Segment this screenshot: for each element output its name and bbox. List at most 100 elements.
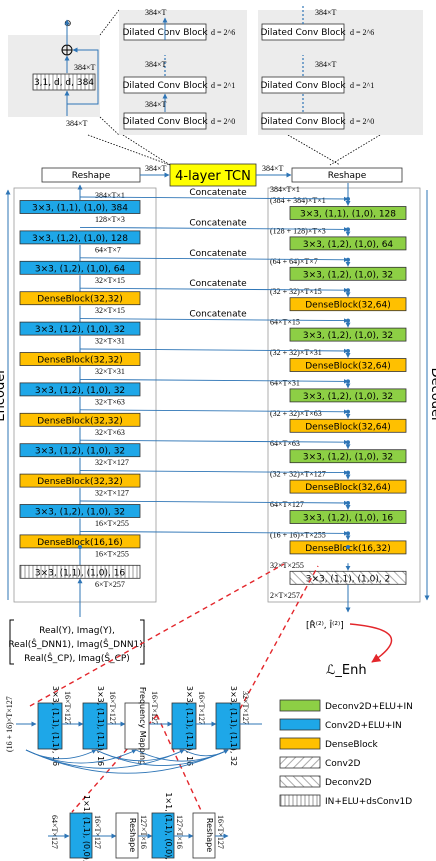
merge-dot [346, 409, 350, 414]
decoder-block [289, 510, 407, 524]
reshape-right-label: Reshape [328, 171, 367, 181]
decoder-block [289, 236, 407, 251]
tcn-dim-out: 384×T [262, 164, 284, 173]
freq-dim: 127×T×16 [139, 815, 148, 849]
encoder-block [19, 504, 141, 518]
dense-dim: 32×T×127 [241, 691, 250, 725]
decoder-dim: 32×T×255 [270, 561, 304, 570]
decoder-block [289, 418, 407, 433]
encoder-dim: 32×T×15 [95, 306, 125, 315]
decoder-block-label: 3×3, (1,2), (1,0), 32 [303, 270, 393, 280]
input-line-2: Real(Ŝ_DNN1), Imag(Ŝ_DNN1), [8, 638, 145, 650]
decoder-block-label: 3×3, (1,2), (1,0), 16 [303, 514, 394, 524]
concat-label: Concatenate [189, 188, 247, 198]
decoder-block-label: 3×3, (1,2), (1,0), 32 [303, 392, 393, 402]
input-features: Real(Y), Imag(Y), Real(Ŝ_DNN1), Imag(Ŝ_D… [8, 619, 146, 665]
encoder-block [19, 473, 141, 488]
decoder-block-label: DenseBlock(32,64) [305, 362, 391, 372]
dense-dim: 16×T×127 [63, 691, 72, 725]
decoder-block-label: DenseBlock(32,64) [305, 422, 391, 432]
encoder-block-label: 3×3, (1,2), (1,0), 128 [32, 234, 128, 244]
input-line-1: Real(Y), Imag(Y), [39, 626, 115, 636]
encoder-block [19, 291, 141, 306]
dense-conv-block [171, 702, 197, 750]
dense-conv-block [82, 702, 108, 750]
ds-conv-label: 3,1, d, d, 384 [34, 78, 94, 88]
freq-dim: 127×T×16 [175, 815, 184, 849]
branch-dot [78, 545, 82, 549]
decoder-block [289, 570, 407, 585]
decoder-frame [267, 187, 421, 603]
dense-conv-block [215, 702, 241, 750]
encoder-dim: 16×T×255 [95, 549, 129, 558]
dense-input-dim: (16 + 16)×T×127 [5, 696, 14, 752]
decoder-blocks: 3×3, (1,1), (1,0), 128 3×3, (1,2), (1,0),… [270, 183, 407, 613]
decoder-title: Decoder [428, 368, 436, 423]
output-target: [R̂⁽²⁾, Î⁽²⁾] ℒ_Enh [306, 619, 393, 678]
merge-dot [346, 545, 350, 549]
concat-arrow [79, 409, 349, 415]
dilated-block-right-3 [261, 112, 345, 130]
legend-label: Deconv2D [325, 778, 372, 788]
decoder-dim: 64×T×15 [270, 318, 300, 327]
encoder-decoder: Encoder Decoder 3×3, (1,1), (1,0), 3843×… [0, 183, 436, 617]
skip-connection [135, 749, 229, 762]
dilated-block-right-2 [261, 76, 345, 94]
legend-label: Deconv2D+ELU+IN [325, 702, 413, 712]
dilated-block-label: Dilated Conv Block [260, 81, 346, 91]
encoder-block-label: DenseBlock(32,32) [37, 356, 123, 366]
merge-dot [346, 318, 350, 323]
merge-dot [346, 470, 350, 475]
decoder-block-label: 3×3, (1,2), (1,0), 64 [303, 240, 394, 250]
decoder-block [289, 358, 407, 372]
encoder-block-label: 3×3, (1,1), (1,0), 16 [35, 568, 126, 578]
concat-label: Concatenate [189, 310, 247, 320]
legend-label: Conv2D [325, 759, 361, 769]
encoder-dim: 32×T×63 [95, 397, 125, 406]
dilated-block-mid-2 [123, 76, 207, 94]
decoder-block-label: DenseBlock(32,64) [305, 483, 391, 493]
decoder-block [289, 206, 407, 220]
tcn-dim-in: 384×T [145, 164, 167, 173]
dilated-block-label: Dilated Conv Block [260, 117, 346, 127]
dilation-label: d = 2^6 [350, 28, 374, 37]
freq-dim: 64×T×127 [50, 815, 59, 849]
decoder-block [289, 266, 407, 281]
decoder-dim: (64 + 64)×T×7 [270, 257, 318, 266]
tcn-right-dim: 384×T [315, 60, 337, 69]
concat-arrow [79, 196, 349, 202]
concat-arrows: Concatenate Concatenate Concatenate Concate… [78, 188, 350, 549]
concat-arrow [79, 500, 349, 506]
encoder-blocks: 3×3, (1,1), (1,0), 384 3×3, (1,2), (1,0),… [19, 184, 141, 617]
decoder-dim: (32 + 32)×T×63 [270, 409, 322, 418]
decoder-dim: (384 + 384)×T×1 [270, 196, 326, 205]
legend: Deconv2D+ELU+IN Conv2D+ELU+IN DenseBlock Co… [279, 699, 413, 807]
encoder-block-label: DenseBlock(32,32) [37, 295, 123, 305]
reshape-right [291, 167, 403, 183]
encoder-block-label: 3×3, (1,2), (1,0), 32 [35, 447, 125, 457]
output-label: [R̂⁽²⁾, Î⁽²⁾] [306, 619, 344, 631]
tcn-detail: ⊕ 3,1, d, d, 384 384×T 384×T Dilated Con… [8, 6, 423, 187]
encoder-block-label: 3×3, (1,2), (1,0), 32 [35, 386, 125, 396]
concat-arrow [79, 226, 349, 232]
encoder-dim: 384×T×1 [95, 191, 125, 200]
tcn-mid-dim: 384×T [145, 8, 167, 17]
decoder-dim: (32 + 32)×T×15 [270, 287, 322, 296]
legend-label: DenseBlock [325, 740, 379, 750]
dilation-label: d = 2^1 [350, 81, 374, 90]
concat-label: Concatenate [189, 218, 247, 228]
concat-label: Concatenate [189, 249, 247, 259]
dilated-block-label: Dilated Conv Block [122, 81, 208, 91]
merge-dot [346, 379, 350, 384]
dense-dim: 16×T×127 [108, 691, 117, 725]
dense-block-label: 3×3, (1,1), (1,1), 16 [51, 686, 60, 766]
encoder-block-label: 3×3, (1,1), (1,0), 384 [32, 204, 128, 214]
decoder-block [289, 388, 407, 403]
concat-arrow [79, 257, 349, 263]
decoder-dim: (32 + 32)×T×31 [270, 348, 322, 357]
concat-arrow [79, 318, 349, 323]
dense-dim: 16×T×127 [150, 691, 159, 725]
encoder-dim: 128×T×3 [95, 215, 125, 224]
concat-arrow [79, 439, 349, 445]
tcn-mid-dim: 384×T [145, 60, 167, 69]
